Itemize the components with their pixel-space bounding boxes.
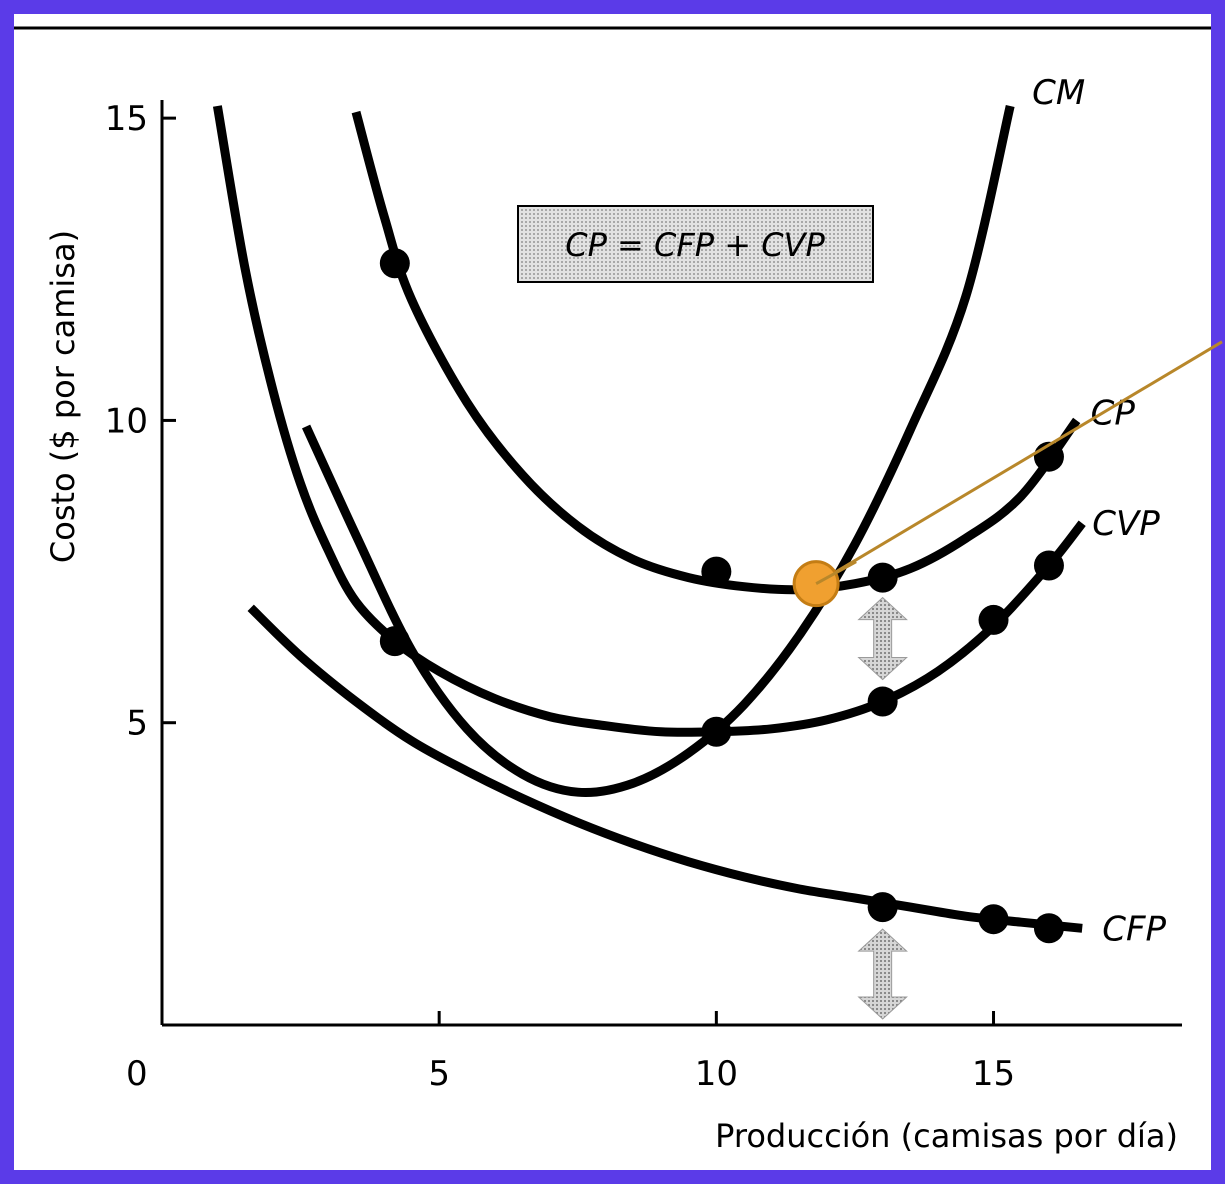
data-point-cp — [701, 556, 732, 587]
data-point-cvp — [1033, 550, 1064, 581]
curve-cfp — [247, 604, 1083, 933]
curve-label-cfp: CFP — [1102, 909, 1166, 949]
curve-label-cvp: CVP — [1092, 504, 1160, 544]
x-tick-label: 10 — [695, 1054, 738, 1094]
gap-arrows — [857, 596, 908, 1020]
data-point-cfp — [867, 892, 898, 923]
curve-labels: CM CP CVP CFP — [1032, 73, 1166, 949]
data-point-cvp — [978, 604, 1009, 635]
curve-label-cm: CM — [1032, 73, 1085, 113]
highlight-annotation — [792, 340, 1223, 608]
gap-arrow-cp-cvp — [857, 596, 908, 681]
data-points — [379, 248, 1064, 944]
origin-label: 0 — [126, 1054, 148, 1094]
y-axis-title: Costo ($ por camisa) — [44, 230, 82, 563]
data-point-cvp — [379, 626, 410, 657]
pointer-line-start — [815, 560, 857, 585]
y-ticks: 5 10 15 — [105, 99, 176, 744]
data-point-cp — [867, 562, 898, 593]
curves — [212, 104, 1086, 933]
data-point-cvp — [867, 686, 898, 717]
data-point-cfp — [1033, 913, 1064, 944]
gap-arrow-cfp-axis — [857, 928, 908, 1020]
data-point-cvp — [701, 716, 732, 747]
x-axis-title: Producción (camisas por día) — [715, 1117, 1178, 1155]
y-tick-label: 15 — [105, 99, 148, 139]
formula-box: CP = CFP + CVP — [517, 205, 874, 283]
curve-cvp — [212, 105, 1086, 737]
x-ticks: 5 10 15 — [428, 1011, 1015, 1094]
pointer-line — [815, 340, 1223, 585]
formula-box-background — [517, 205, 874, 283]
y-tick-label: 5 — [126, 704, 148, 744]
curve-label-cp: CP — [1091, 393, 1136, 433]
x-tick-label: 15 — [972, 1054, 1015, 1094]
y-tick-label: 10 — [105, 401, 148, 441]
formula-text: CP = CFP + CVP — [565, 226, 825, 264]
curve-cp — [351, 110, 1081, 595]
x-tick-label: 5 — [428, 1054, 450, 1094]
data-point-cfp — [978, 904, 1009, 935]
data-point-cp — [379, 248, 410, 279]
